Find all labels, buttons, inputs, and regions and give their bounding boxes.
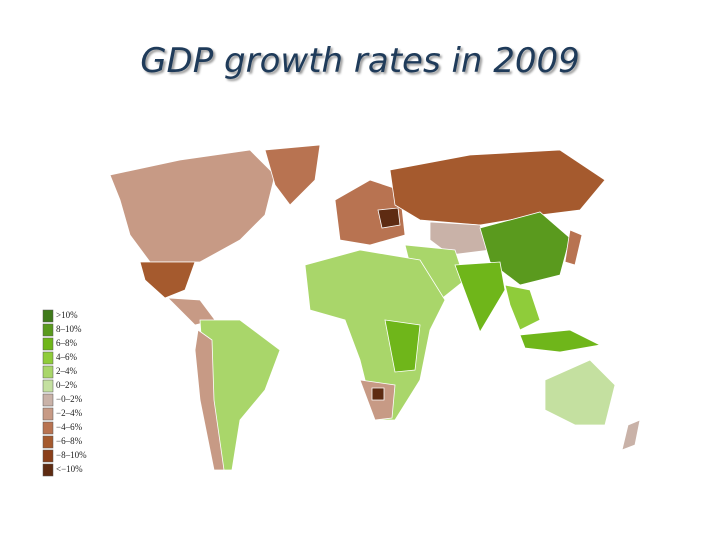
legend-swatch [42,323,54,337]
new-zealand [621,419,641,451]
australia [544,359,616,426]
andes [194,329,225,471]
legend-label: −0–2% [56,394,83,404]
legend-label: −2–4% [56,408,83,418]
legend-swatch [42,365,54,379]
legend-swatch [42,351,54,365]
indonesia [519,329,602,353]
ukraine [377,207,401,229]
legend-label: −8–10% [56,450,87,460]
legend-swatch [42,435,54,449]
china [479,211,571,286]
legend-label: −6–8% [56,436,83,446]
legend-label: 0–2% [56,380,78,390]
legend-label: 2–4% [56,366,78,376]
southeast-asia [504,284,541,331]
legend-swatch [42,337,54,351]
legend-label: 4–6% [56,352,78,362]
legend-swatch [42,421,54,435]
world-map [109,144,641,471]
india [454,261,506,333]
legend-swatch [42,309,54,323]
legend-label: <−10% [56,464,83,474]
africa [304,249,446,421]
legend-swatch [42,407,54,421]
europe [334,179,406,246]
north-america [109,149,276,263]
russia [389,149,606,226]
legend-label: 8–10% [56,324,82,334]
slide-title: GDP growth rates in 2009 [140,41,580,81]
legend-swatch [42,463,54,477]
central-asia [429,221,491,256]
legend-label: >10% [56,310,78,320]
mexico [139,261,196,299]
legend: >10% 8–10% 6–8% 4–6% 2–4% 0–2% −0–2% −2–4% −4–6%… [42,309,87,477]
legend-label: 6–8% [56,338,78,348]
east-africa [384,319,421,373]
legend-label: −4–6% [56,422,83,432]
japan [564,229,583,266]
greenland [264,144,321,206]
legend-swatch [42,379,54,393]
legend-swatch [42,449,54,463]
legend-swatch [42,393,54,407]
botswana [371,387,385,401]
